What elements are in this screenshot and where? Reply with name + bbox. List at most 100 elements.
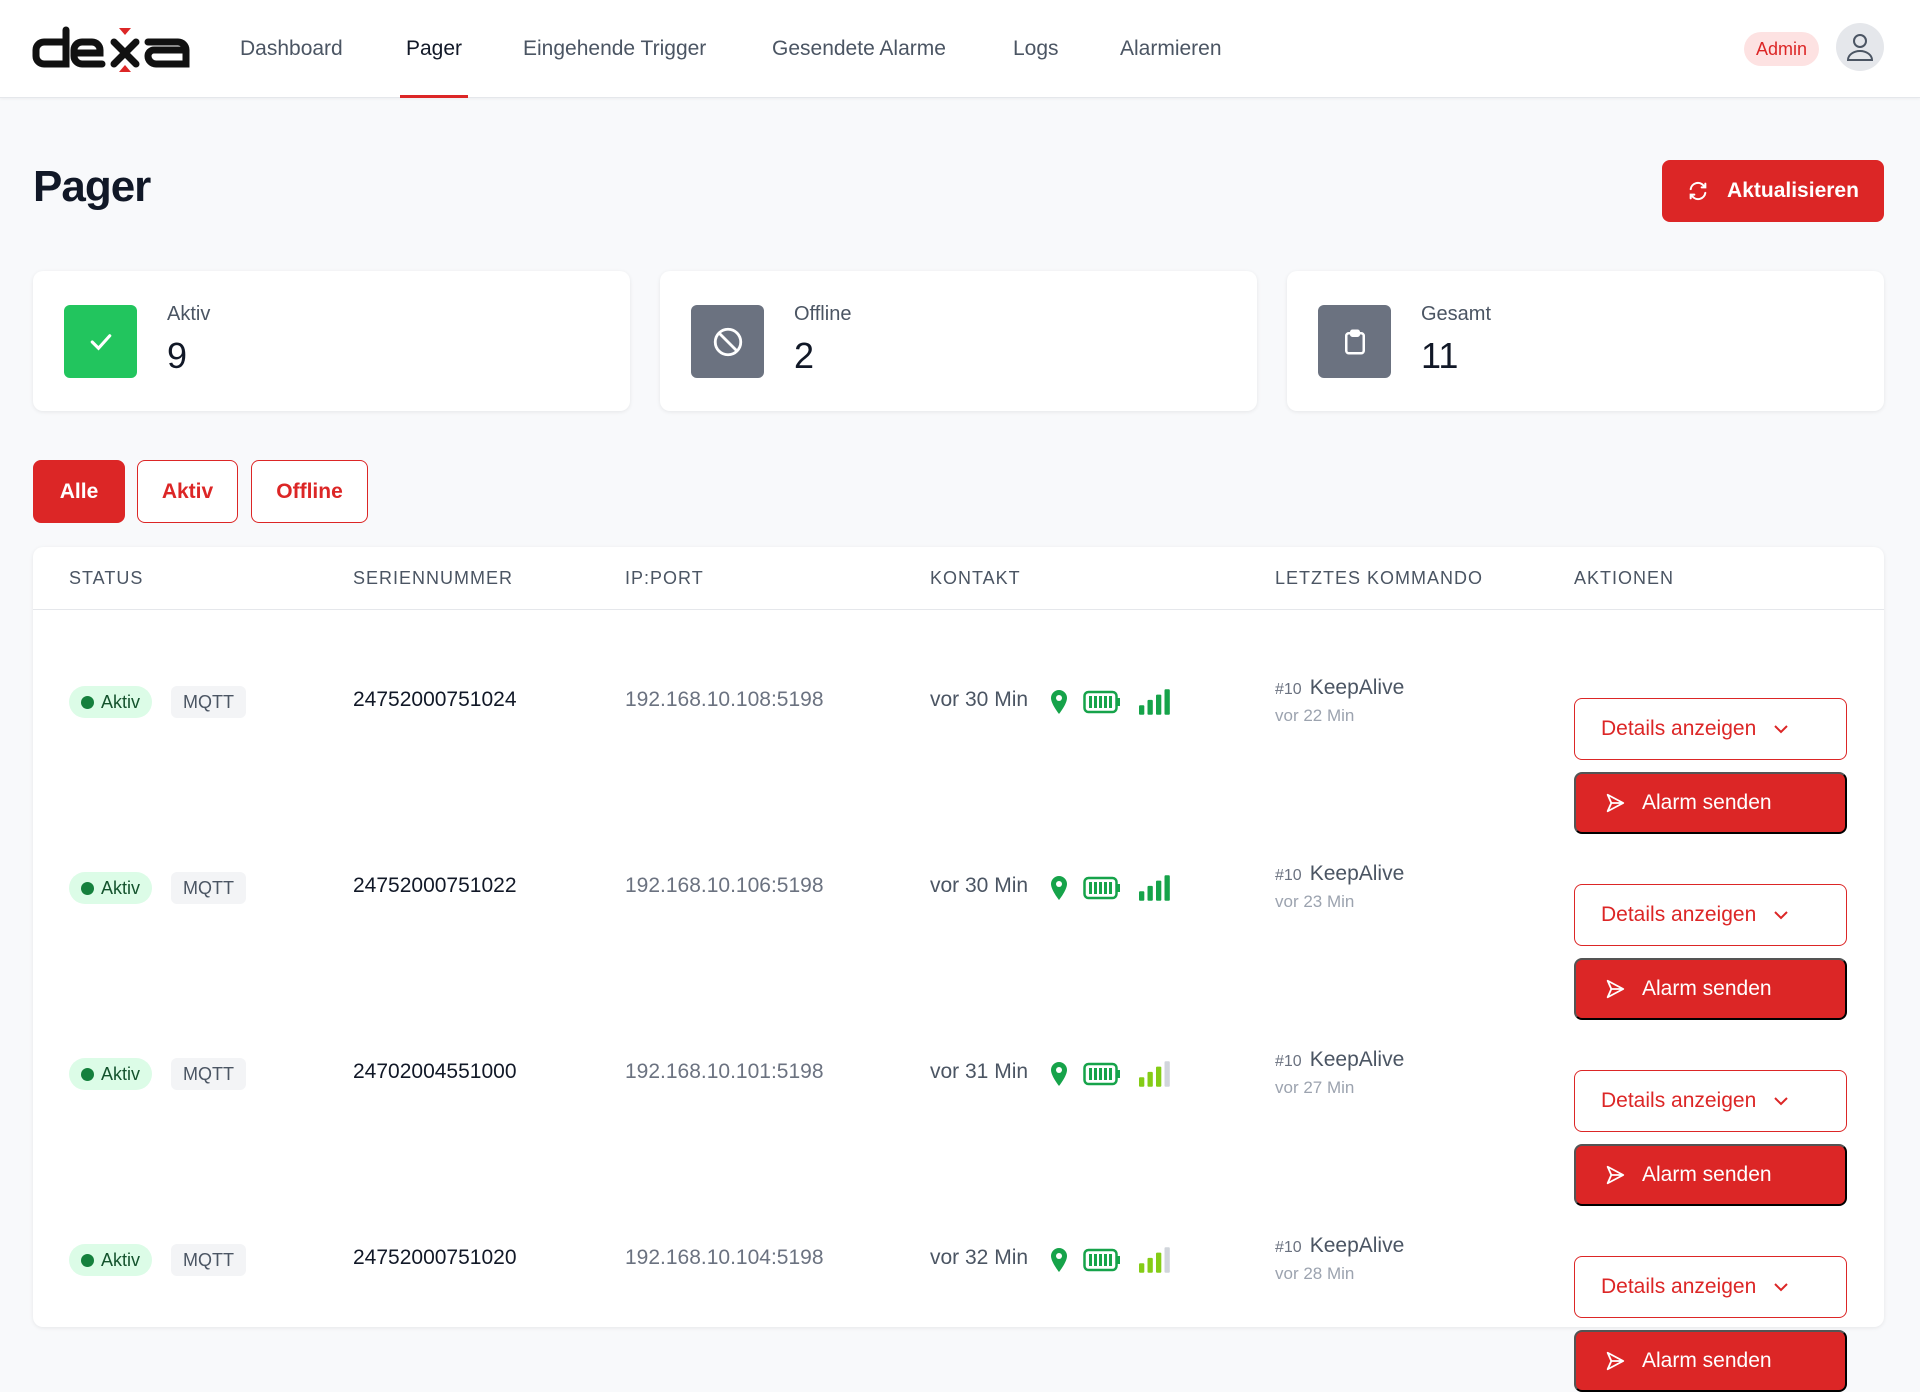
- alarm-label: Alarm senden: [1642, 977, 1772, 1000]
- check-icon: [64, 305, 137, 378]
- ip-port: 192.168.10.106:5198: [625, 874, 824, 897]
- battery-full-icon: [1083, 1248, 1120, 1272]
- filter-alle[interactable]: Alle: [33, 460, 125, 523]
- send-alarm-button[interactable]: Alarm senden: [1574, 772, 1847, 834]
- role-badge: Admin: [1744, 32, 1820, 66]
- stat-label: Gesamt: [1421, 303, 1492, 325]
- status-badge: Aktiv: [69, 686, 153, 718]
- alarm-label: Alarm senden: [1642, 791, 1772, 814]
- signal-strength-icon: [1139, 1247, 1170, 1273]
- nav-label: Gesendete Alarme: [772, 37, 946, 60]
- command-name: KeepAlive: [1309, 1048, 1405, 1071]
- signal-bar: [1147, 699, 1153, 715]
- nav-gesendete-alarme[interactable]: Gesendete Alarme: [772, 0, 946, 98]
- table-row: Aktiv MQTT 24752000751024 192.168.10.108…: [33, 610, 1884, 834]
- nav-dashboard[interactable]: Dashboard: [240, 0, 343, 98]
- send-alarm-button[interactable]: Alarm senden: [1574, 958, 1847, 1020]
- details-button[interactable]: Details anzeigen: [1574, 698, 1847, 760]
- alarm-label: Alarm senden: [1642, 1163, 1772, 1186]
- nav-pager[interactable]: Pager: [399, 0, 469, 98]
- nav-logs[interactable]: Logs: [1013, 0, 1059, 98]
- column-header: LETZTES KOMMANDO: [1275, 568, 1484, 588]
- stat-label: Aktiv: [167, 303, 211, 325]
- protocol-badge: MQTT: [171, 1244, 246, 1276]
- nav-alarmieren[interactable]: Alarmieren: [1120, 0, 1222, 98]
- details-label: Details anzeigen: [1601, 1089, 1757, 1112]
- serial-number: 24752000751022: [353, 874, 517, 897]
- signal-strength-icon: [1139, 689, 1170, 715]
- protocol-badge: MQTT: [171, 872, 246, 904]
- pager-table: STATUS SERIENNUMMER IP:PORT KONTAKT LETZTES …: [33, 547, 1884, 1392]
- command-time: vor 22 Min: [1275, 706, 1355, 725]
- signal-bar: [1156, 694, 1162, 715]
- command-number: #10: [1275, 867, 1302, 884]
- table-row: Aktiv MQTT 24702004551000 192.168.10.101…: [33, 982, 1884, 1206]
- signal-bar: [1147, 1257, 1153, 1273]
- signal-bar: [1147, 885, 1153, 901]
- last-command: #10 KeepAlive: [1275, 1048, 1404, 1072]
- chevron-down-icon: [1774, 911, 1788, 920]
- battery-full-icon: [1083, 876, 1120, 900]
- send-icon: [1606, 793, 1625, 813]
- send-icon: [1606, 1165, 1625, 1185]
- ip-port: 192.168.10.101:5198: [625, 1060, 824, 1083]
- command-number: #10: [1275, 1053, 1302, 1070]
- location-pin-icon: [1051, 1248, 1067, 1272]
- nav-eingehende-trigger[interactable]: Eingehende Trigger: [523, 0, 706, 98]
- command-name: KeepAlive: [1309, 862, 1405, 885]
- serial-number: 24752000751024: [353, 688, 517, 711]
- signal-bar: [1164, 1061, 1170, 1087]
- command-number: #10: [1275, 681, 1302, 698]
- nav-label: Dashboard: [240, 37, 343, 60]
- user-avatar-button[interactable]: [1836, 23, 1884, 71]
- command-name: KeepAlive: [1309, 1234, 1405, 1257]
- refresh-button[interactable]: Aktualisieren: [1662, 160, 1884, 222]
- stat-label: Offline: [794, 303, 852, 325]
- details-label: Details anzeigen: [1601, 1275, 1757, 1298]
- header-divider: [33, 609, 1884, 610]
- filter-aktiv[interactable]: Aktiv: [137, 460, 238, 523]
- details-button[interactable]: Details anzeigen: [1574, 884, 1847, 946]
- last-command: #10 KeepAlive: [1275, 1234, 1404, 1258]
- signal-bar: [1156, 1066, 1162, 1087]
- signal-bar: [1139, 891, 1145, 901]
- dexa-logo[interactable]: [32, 26, 198, 72]
- send-alarm-button[interactable]: Alarm senden: [1574, 1144, 1847, 1206]
- signal-bar: [1139, 1263, 1145, 1273]
- nav-label: Eingehende Trigger: [523, 37, 707, 60]
- signal-bar: [1156, 1252, 1162, 1273]
- serial-number: 24752000751020: [353, 1246, 517, 1269]
- signal-bar: [1139, 705, 1145, 715]
- nav-label: Pager: [406, 37, 463, 60]
- send-alarm-button[interactable]: Alarm senden: [1574, 1330, 1847, 1392]
- column-header: AKTIONEN: [1574, 568, 1675, 588]
- last-contact: vor 30 Min: [930, 688, 1029, 711]
- location-pin-icon: [1051, 1062, 1067, 1086]
- details-button[interactable]: Details anzeigen: [1574, 1256, 1847, 1318]
- command-name: KeepAlive: [1309, 676, 1405, 699]
- details-button[interactable]: Details anzeigen: [1574, 1070, 1847, 1132]
- status-badge: Aktiv: [69, 1058, 153, 1090]
- column-header: SERIENNUMMER: [353, 568, 514, 588]
- protocol-badge: MQTT: [171, 686, 246, 718]
- location-pin-icon: [1051, 690, 1067, 714]
- stat-card-aktiv: Aktiv 9: [33, 271, 630, 411]
- signal-strength-icon: [1139, 1061, 1170, 1087]
- refresh-label: Aktualisieren: [1727, 179, 1859, 202]
- protocol-badge: MQTT: [171, 1058, 246, 1090]
- ip-port: 192.168.10.108:5198: [625, 688, 824, 711]
- battery-full-icon: [1083, 690, 1120, 714]
- signal-bar: [1164, 1247, 1170, 1273]
- ip-port: 192.168.10.104:5198: [625, 1246, 824, 1269]
- send-icon: [1606, 1351, 1625, 1371]
- page-title: Pager: [33, 162, 151, 211]
- table-row: Aktiv MQTT 24752000751020 192.168.10.104…: [33, 1168, 1884, 1392]
- filter-offline[interactable]: Offline: [251, 460, 368, 523]
- signal-strength-icon: [1139, 875, 1170, 901]
- stat-value: 11: [1421, 335, 1459, 376]
- stat-card-gesamt: Gesamt 11: [1287, 271, 1884, 411]
- clipboard-icon: [1318, 305, 1391, 378]
- nav-label: Logs: [1013, 37, 1059, 60]
- alarm-label: Alarm senden: [1642, 1349, 1772, 1372]
- command-number: #10: [1275, 1239, 1302, 1256]
